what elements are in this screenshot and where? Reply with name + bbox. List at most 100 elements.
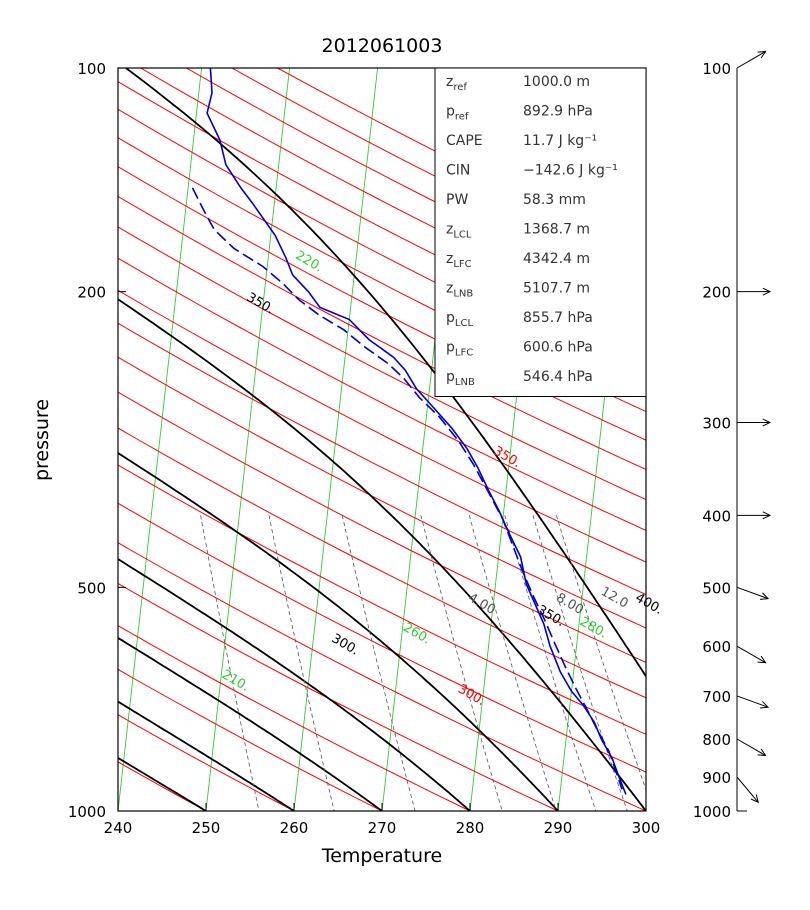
stats-symbol: z (446, 281, 453, 297)
wind-arrow-head (757, 748, 767, 757)
dry-adiabat-line (118, 137, 646, 413)
y-axis: 100 200 500 1000 (68, 60, 126, 821)
stats-row: pref (446, 104, 469, 123)
stats-symbol: p (446, 104, 455, 120)
mixing-ratio-line (341, 515, 416, 811)
moist-adiabat-line (118, 636, 383, 811)
stats-subscript: ref (455, 112, 469, 123)
dry-adiabat-line (118, 668, 383, 811)
grid-lines (0, 68, 646, 811)
sounding-profile (191, 68, 627, 795)
y-tick-label: 200 (77, 284, 106, 302)
stats-value: 1000.0 m (523, 74, 590, 90)
stats-value: 600.6 hPa (523, 340, 593, 356)
dry-adiabat-line (140, 68, 646, 331)
chart-title: 2012061003 (322, 35, 443, 57)
wind-arrow (736, 586, 769, 600)
wind-level-label: 800 (702, 731, 731, 749)
x-tick-label: 280 (456, 819, 485, 837)
mixing-ratio-line (420, 515, 503, 811)
wind-arrow (736, 645, 766, 664)
x-tick-label: 300 (632, 819, 661, 837)
moist-adiabat-line (118, 809, 119, 811)
stats-subscript: LCL (455, 318, 474, 329)
wind-panel: 100 200 300 400 500 600 700 800 900 1000 (693, 50, 772, 821)
x-axis: 240 250 260 270 280 290 300 (104, 803, 661, 837)
dry-adiabat-line (118, 625, 471, 811)
wind-level-label: 900 (702, 769, 731, 787)
y-tick-label: 500 (77, 579, 106, 597)
stats-symbol: CIN (446, 163, 470, 179)
stats-value: 58.3 mm (523, 192, 586, 208)
isotherm-line (118, 68, 203, 811)
wind-arrow (736, 51, 766, 69)
isotherm-line (0, 68, 26, 811)
stats-row: CAPE (446, 133, 483, 149)
mixing-ratio-line (504, 515, 597, 811)
dry-adiabat-line (118, 464, 646, 735)
stats-value: 1368.7 m (523, 222, 590, 238)
stats-row: CIN (446, 163, 470, 179)
wind-arrow (736, 776, 759, 803)
x-tick-label: 240 (104, 819, 133, 837)
wind-level-label: 100 (702, 60, 731, 78)
stats-row: zLNB (446, 281, 473, 300)
x-tick-label: 270 (368, 819, 397, 837)
stats-symbol: p (446, 340, 455, 356)
stats-row: zLCL (446, 222, 472, 241)
dry-adiabat-line (118, 391, 646, 663)
mixing-ratio-line (556, 515, 646, 791)
x-tick-label: 250 (192, 819, 221, 837)
stats-value: 892.9 hPa (523, 104, 593, 120)
wind-arrow (736, 738, 766, 756)
wind-level-label: 400 (702, 507, 731, 525)
stats-row: pLCL (446, 310, 473, 329)
dry-adiabat-line (118, 257, 646, 531)
wind-arrow-head (757, 655, 767, 664)
isopleth-label: 4.00 (465, 590, 498, 617)
x-tick-label: 260 (280, 819, 309, 837)
stats-value: 855.7 hPa (523, 310, 593, 326)
wind-arrow-head (757, 50, 767, 59)
wind-level-label: 600 (702, 638, 731, 656)
dry-adiabat-line (186, 68, 646, 305)
dry-adiabat-line (118, 195, 646, 471)
wind-arrow (736, 695, 769, 708)
mixing-ratio-line (200, 515, 260, 811)
moist-adiabat-line (125, 68, 646, 678)
stats-symbol: p (446, 310, 455, 326)
stats-value: 11.7 J kg⁻¹ (523, 133, 597, 149)
wind-arrow-head (762, 418, 772, 427)
dry-adiabat-line (118, 502, 646, 773)
stats-row: pLNB (446, 369, 475, 388)
y-axis-label: pressure (31, 399, 53, 481)
dry-adiabat-line (118, 542, 646, 811)
stats-symbol: PW (446, 192, 468, 208)
moist-adiabat-line (118, 451, 559, 811)
mixing-ratio-line (268, 515, 335, 811)
stats-subscript: LNB (455, 377, 475, 388)
isopleth-label: 300. (329, 631, 362, 658)
stats-value: 4342.4 m (523, 251, 590, 267)
stats-subscript: LCL (453, 230, 472, 241)
dry-adiabat-line (118, 166, 646, 441)
stats-symbol: CAPE (446, 133, 483, 149)
stats-value: 5107.7 m (523, 281, 590, 297)
stats-subscript: ref (453, 82, 467, 93)
stats-row: pLFC (446, 340, 473, 359)
dry-adiabat-line (118, 322, 646, 596)
wind-arrow-head (760, 701, 770, 709)
stats-row: PW (446, 192, 468, 208)
wind-arrow-head (762, 511, 772, 520)
x-tick-label: 290 (544, 819, 573, 837)
dry-adiabat-line (118, 582, 559, 811)
stats-subscript: LNB (453, 289, 473, 300)
stats-value: −142.6 J kg⁻¹ (523, 163, 618, 179)
isopleth-label: 220. (293, 248, 326, 275)
stats-box-frame (434, 67, 647, 397)
isotherm-line (205, 68, 291, 811)
isopleth-label: 260. (400, 620, 433, 647)
isopleth-label: 12.0 (598, 584, 631, 611)
